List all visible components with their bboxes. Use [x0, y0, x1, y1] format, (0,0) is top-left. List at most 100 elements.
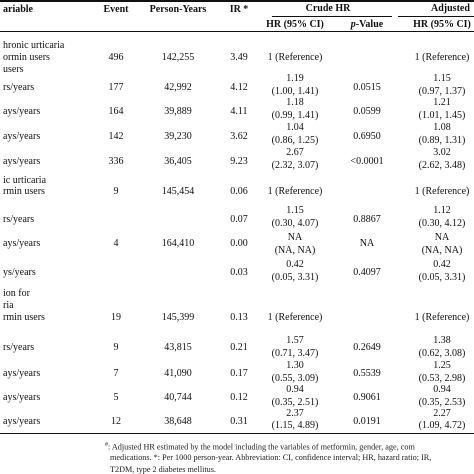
- row-crude-hr: NA: [287, 232, 303, 243]
- row-person-years: 43,815: [164, 342, 192, 353]
- row-event: 496: [108, 52, 124, 63]
- row-adjusted-ci: (0.97, 1.37): [418, 86, 466, 97]
- row-adjusted-hr: 0.42: [433, 259, 451, 270]
- row-crude-hr: 2.67: [286, 147, 304, 158]
- row-label: hronic urticaria: [3, 40, 65, 51]
- row-ir: 4.12: [230, 82, 248, 93]
- row-label: ays/years: [3, 392, 41, 403]
- header-p-value: p-Value: [351, 19, 383, 31]
- row-label: rmin users: [3, 312, 45, 323]
- row-crude-ci: (0.05, 3.31): [271, 272, 319, 283]
- row-label: rs/years: [3, 214, 35, 225]
- row-person-years: 145,454: [161, 186, 195, 197]
- row-label: ic urticaria: [3, 175, 47, 186]
- row-adjusted-hr: 1 (Reference): [414, 312, 470, 323]
- row-label: ays/years: [3, 416, 41, 427]
- row-person-years: 41,090: [164, 368, 192, 379]
- row-event: 142: [108, 131, 124, 142]
- row-crude-hr: 0.94: [286, 384, 304, 395]
- row-crude-hr: 0.42: [286, 259, 304, 270]
- row-adjusted-ci: (0.05, 3.31): [418, 272, 466, 283]
- header-variable: ariable: [3, 4, 33, 15]
- row-event: 9: [113, 342, 119, 353]
- row-ir: 0.06: [230, 186, 248, 197]
- row-event: 7: [113, 368, 119, 379]
- header-bottom-rule: [0, 31, 474, 32]
- row-crude-ci: (2.32, 3.07): [271, 160, 319, 171]
- row-person-years: 40,744: [164, 392, 192, 403]
- header-p-suffix: -Value: [355, 19, 384, 30]
- row-adjusted-ci: (1.01, 1.45): [418, 110, 466, 121]
- row-label: ays/years: [3, 106, 41, 117]
- row-adjusted-hr: 1.08: [433, 122, 451, 133]
- header-ir: IR *: [229, 4, 249, 15]
- row-adjusted-ci: (0.30, 4.12): [418, 218, 466, 229]
- row-adjusted-ci: (1.09, 4.72): [418, 420, 466, 431]
- row-label: users: [3, 64, 24, 75]
- row-label: ormin users: [3, 52, 50, 63]
- row-person-years: 38,648: [164, 416, 192, 427]
- row-adjusted-ci: (0.35, 2.53): [418, 397, 466, 408]
- table-bottom-rule: [0, 433, 474, 434]
- adjusted-group-rule: [398, 16, 474, 17]
- header-event: Event: [103, 4, 129, 15]
- row-p-value: 0.0515: [353, 82, 381, 93]
- row-crude-ci: (0.86, 1.25): [271, 135, 319, 146]
- row-ir: 0.21: [230, 342, 248, 353]
- row-person-years: 36,405: [164, 156, 192, 167]
- row-adjusted-hr: 1.12: [433, 205, 451, 216]
- row-crude-hr: 1 (Reference): [267, 312, 323, 323]
- row-crude-hr: 1.19: [286, 73, 304, 84]
- row-p-value: 0.6950: [353, 131, 381, 142]
- footnote-line-3: T2DM, type 2 diabetes mellitus.: [110, 465, 216, 474]
- row-adjusted-hr: 0.94: [433, 384, 451, 395]
- row-event: 19: [111, 312, 121, 323]
- row-crude-ci: (1.00, 1.41): [271, 86, 319, 97]
- row-crude-hr: 2.37: [286, 408, 304, 419]
- row-adjusted-hr: 1 (Reference): [414, 52, 470, 63]
- row-crude-ci: (0.30, 4.07): [271, 218, 319, 229]
- row-crude-hr: 1.30: [286, 360, 304, 371]
- row-adjusted-ci: (2.62, 3.48): [418, 160, 466, 171]
- row-event: 164: [108, 106, 124, 117]
- row-event: 177: [108, 82, 124, 93]
- row-adjusted-hr: 1.15: [433, 73, 451, 84]
- row-event: 5: [113, 392, 119, 403]
- row-crude-hr: 1.57: [286, 335, 304, 346]
- row-p-value: NA: [359, 238, 375, 249]
- row-p-value: 0.0599: [353, 106, 381, 117]
- row-event: 336: [108, 156, 124, 167]
- row-crude-hr: 1.04: [286, 122, 304, 133]
- row-adjusted-ci: (0.53, 2.98): [418, 373, 466, 384]
- row-label: ays/years: [3, 156, 41, 167]
- row-ir: 0.17: [230, 368, 248, 379]
- row-ir: 4.11: [230, 106, 248, 117]
- footnote-text-1: : Adjusted HR estimated by the model inc…: [108, 442, 415, 452]
- header-crude-group: Crude HR: [305, 3, 351, 14]
- row-ir: 0.07: [230, 214, 248, 225]
- row-event: 4: [113, 238, 119, 249]
- row-person-years: 39,230: [164, 131, 192, 142]
- row-p-value: 0.4097: [353, 267, 381, 278]
- row-person-years: 39,889: [164, 106, 192, 117]
- row-ir: 0.31: [230, 416, 248, 427]
- row-ir: 3.62: [230, 131, 248, 142]
- row-adjusted-ci: (0.89, 1.31): [418, 135, 466, 146]
- header-crude-hr: HR (95% CI): [266, 19, 324, 30]
- row-adjusted-hr: 1.25: [433, 360, 451, 371]
- row-event: 9: [113, 186, 119, 197]
- row-p-value: 0.5539: [353, 368, 381, 379]
- table-top-rule: [0, 0, 474, 2]
- crude-group-rule: [272, 16, 392, 17]
- row-ir: 9.23: [230, 156, 248, 167]
- row-crude-hr: 1.15: [286, 205, 304, 216]
- row-adjusted-hr: 3.02: [433, 147, 451, 158]
- row-event: 12: [111, 416, 121, 427]
- header-p-italic: p: [350, 19, 356, 30]
- row-crude-ci: (0.35, 2.51): [271, 397, 319, 408]
- row-p-value: 0.8867: [353, 214, 381, 225]
- row-adjusted-ci: (0.62, 3.08): [418, 348, 466, 359]
- row-adjusted-ci: (NA, NA): [421, 245, 463, 256]
- row-p-value: 0.9061: [353, 392, 381, 403]
- header-adjusted-hr: HR (95% CI): [413, 19, 471, 30]
